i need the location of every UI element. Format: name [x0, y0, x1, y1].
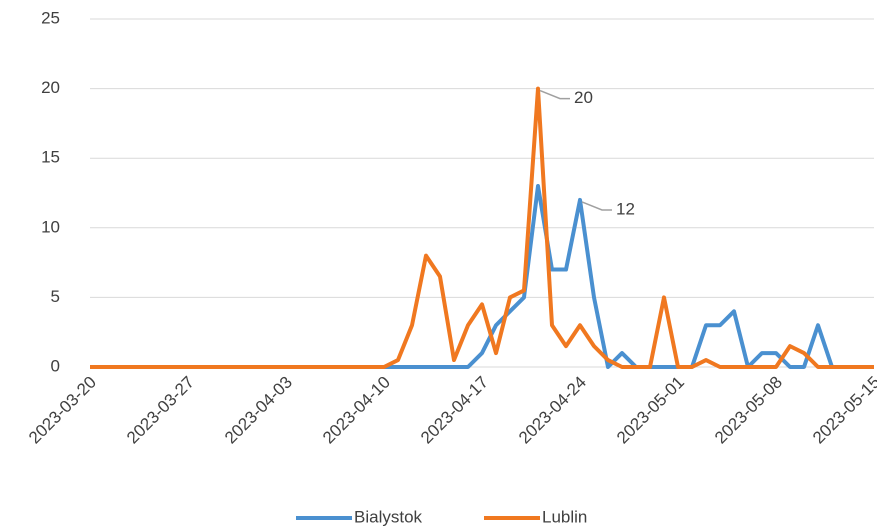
annotation-leader	[581, 201, 612, 211]
y-tick-label: 5	[51, 287, 60, 306]
x-tick-label: 2023-04-03	[221, 373, 296, 448]
legend-label: Lublin	[542, 507, 587, 526]
annotation: 20	[574, 88, 593, 107]
x-tick-label: 2023-05-01	[613, 373, 688, 448]
x-tick-label: 2023-03-20	[25, 373, 100, 448]
x-tick-label: 2023-04-10	[319, 373, 394, 448]
annotation-leader	[539, 89, 570, 100]
x-tick-label: 2023-05-08	[711, 373, 786, 448]
y-tick-label: 0	[51, 356, 60, 375]
y-tick-label: 20	[41, 78, 60, 97]
x-tick-label: 2023-05-15	[809, 373, 877, 448]
x-tick-label: 2023-03-27	[123, 373, 198, 448]
x-tick-label: 2023-04-17	[417, 373, 492, 448]
y-tick-label: 25	[41, 8, 60, 27]
y-tick-label: 15	[41, 148, 60, 167]
x-tick-label: 2023-04-24	[515, 373, 590, 448]
y-tick-label: 10	[41, 217, 60, 236]
series-line	[90, 86, 874, 369]
annotation: 12	[616, 199, 635, 218]
series-line	[90, 184, 874, 369]
legend-label: Bialystok	[354, 507, 423, 526]
